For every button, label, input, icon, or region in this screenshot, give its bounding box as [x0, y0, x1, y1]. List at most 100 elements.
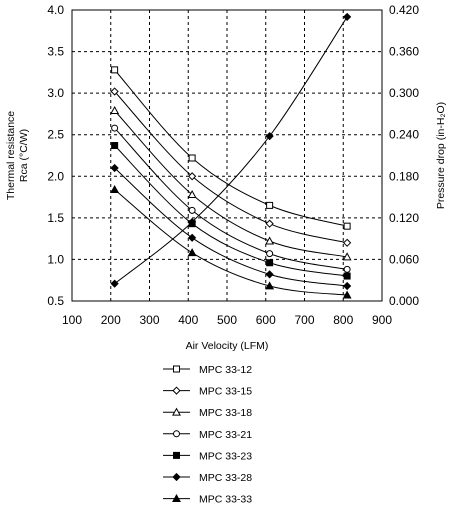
data-point — [111, 66, 119, 74]
y-right-tick-label: 0.060 — [389, 252, 419, 266]
pressure-drop-series — [110, 12, 352, 288]
pressure-drop-point — [188, 217, 197, 227]
legend-label: MPC 33-28 — [199, 472, 252, 484]
series-line — [114, 167, 348, 287]
y-left-tick-label: 2.5 — [47, 128, 64, 142]
x-axis-ticks: 100 200 300 400 500 600 700 800 900 — [62, 313, 392, 327]
y-right-tick-label: 0.360 — [389, 45, 419, 59]
legend-label: MPC 33-12 — [199, 364, 252, 376]
x-tick-label: 700 — [294, 313, 314, 327]
y-left-tick-label: 3.5 — [47, 45, 64, 59]
x-tick-label: 400 — [178, 313, 198, 327]
legend-entry: MPC 33-15 — [163, 386, 252, 398]
y-left-axis-ticks: 0.5 1.0 1.5 2.0 2.5 3.0 3.5 4.0 — [47, 3, 64, 308]
y-left-tick-label: 4.0 — [47, 3, 64, 17]
data-point — [188, 206, 196, 214]
legend-marker — [172, 386, 181, 395]
series-2 — [110, 87, 352, 247]
data-point — [188, 233, 197, 242]
pressure-drop-point — [110, 279, 119, 288]
series-4 — [111, 124, 351, 273]
x-tick-label: 300 — [139, 313, 159, 327]
series-line — [114, 127, 348, 270]
data-point — [266, 201, 274, 209]
x-tick-label: 800 — [333, 313, 353, 327]
y-left-tick-label: 1.0 — [47, 252, 64, 266]
y-left-tick-label: 0.5 — [47, 294, 64, 308]
grid — [72, 10, 382, 301]
series-line — [114, 189, 348, 296]
legend: MPC 33-12 MPC 33-15 MPC 33-18 MPC 33-21 MPC … — [163, 364, 252, 506]
y-left-tick-label: 3.0 — [47, 86, 64, 100]
series-layer — [110, 12, 352, 299]
data-point — [110, 184, 120, 193]
data-point — [265, 270, 274, 279]
series-6 — [110, 163, 352, 291]
y-right-tick-label: 0.420 — [389, 3, 419, 17]
legend-marker — [172, 472, 181, 482]
legend-label: MPC 33-21 — [199, 429, 252, 441]
data-point — [343, 222, 351, 230]
data-point — [187, 248, 197, 257]
legend-label: MPC 33-18 — [199, 407, 252, 419]
y-left-tick-label: 1.5 — [47, 211, 64, 225]
x-tick-label: 500 — [217, 313, 237, 327]
legend-marker — [173, 451, 180, 459]
y-right-tick-label: 0.300 — [389, 86, 419, 100]
y-left-axis-label-line1: Thermal resistance — [5, 111, 17, 200]
pressure-drop-point — [265, 131, 274, 141]
legend-marker — [172, 407, 181, 416]
y-right-tick-label: 0.180 — [389, 169, 419, 183]
data-point — [187, 189, 197, 198]
series-7 — [110, 184, 352, 299]
y-right-axis-label: Pressure drop (in-H₂O) — [435, 102, 447, 209]
data-point — [110, 105, 120, 114]
legend-entry: MPC 33-21 — [163, 429, 252, 441]
legend-label: MPC 33-33 — [199, 494, 252, 506]
data-point — [188, 172, 197, 181]
data-point — [111, 142, 119, 150]
y-right-axis-ticks: 0.000 0.060 0.120 0.180 0.240 0.300 0.360 0.420 — [389, 3, 419, 308]
y-left-axis-label-line2: Rca (°C/W) — [18, 129, 30, 182]
data-point — [342, 252, 352, 261]
data-point — [342, 290, 352, 299]
data-point — [343, 238, 352, 247]
x-tick-label: 600 — [256, 313, 276, 327]
data-point — [265, 236, 275, 245]
legend-entry: MPC 33-12 — [163, 364, 252, 376]
legend-entry: MPC 33-18 — [163, 407, 252, 419]
series-line — [114, 110, 348, 258]
data-point — [188, 154, 196, 162]
series-3 — [110, 105, 352, 261]
legend-entry: MPC 33-33 — [163, 494, 252, 506]
data-point — [343, 281, 352, 291]
data-point — [265, 281, 275, 290]
data-point — [266, 259, 274, 267]
data-point — [111, 124, 119, 132]
x-axis-label: Air Velocity (LFM) — [186, 340, 269, 352]
series-1 — [111, 66, 351, 230]
data-point — [265, 219, 274, 228]
y-left-tick-label: 2.0 — [47, 169, 64, 183]
x-tick-label: 100 — [62, 313, 82, 327]
data-point — [266, 250, 274, 258]
x-tick-label: 200 — [101, 313, 121, 327]
data-point — [110, 163, 119, 173]
data-point — [110, 87, 119, 96]
legend-label: MPC 33-15 — [199, 386, 252, 398]
pressure-drop-line — [114, 16, 348, 285]
legend-entry: MPC 33-28 — [163, 472, 252, 484]
data-point — [343, 272, 351, 280]
series-line — [114, 69, 348, 227]
plot-frame — [71, 9, 383, 302]
x-tick-label: 900 — [372, 313, 392, 327]
legend-label: MPC 33-23 — [199, 450, 252, 462]
data-point — [343, 265, 351, 273]
legend-marker — [172, 493, 181, 502]
series-line — [114, 145, 348, 277]
legend-entry: MPC 33-23 — [163, 450, 252, 462]
y-right-tick-label: 0.240 — [389, 128, 419, 142]
series-line — [114, 91, 348, 244]
pressure-drop-point — [343, 12, 352, 22]
